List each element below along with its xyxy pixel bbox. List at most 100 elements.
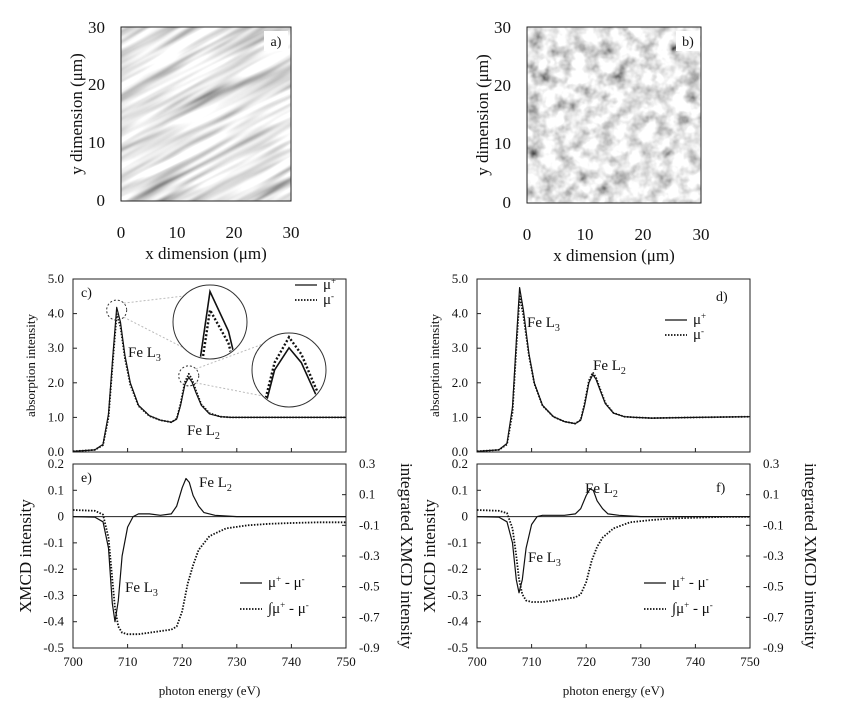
xlabel-e: photon energy (eV) <box>159 683 261 698</box>
plot-panel-c: 0.0 1.0 2.0 3.0 4.0 5.0 absorption intensity c)… <box>23 271 347 459</box>
ytick-label-c-4: 4.0 <box>48 306 64 321</box>
image-panel-a: a) 0 10 20 30 0 10 20 30 x dimension (μm… <box>67 18 300 263</box>
annotation-c-1: Fe L2 <box>187 423 220 442</box>
xtick-a-3: 30 <box>283 223 300 242</box>
ytick-label-f-7: 0.2 <box>452 456 468 471</box>
plot-frame-d <box>476 278 751 453</box>
ytick-label-e-2: -0.3 <box>43 587 64 602</box>
ytick-label-f-4: -0.1 <box>447 535 468 550</box>
image-frame-b <box>526 26 702 204</box>
ytick-a-3: 30 <box>88 18 105 37</box>
ytick-right-label-f-0: -0.9 <box>763 640 784 655</box>
ytick-label-c-2: 2.0 <box>48 375 64 390</box>
ytick-right-label-e-5: 0.1 <box>359 487 375 502</box>
xtick-label-f-4: 740 <box>686 654 706 669</box>
ytick-label-d-1: 1.0 <box>452 409 468 424</box>
ytick-label-d-0: 0.0 <box>452 444 468 459</box>
annotation-f-1: Fe L2 <box>585 481 618 500</box>
ytick-b-3: 30 <box>494 18 511 37</box>
ytick-a-0: 0 <box>97 191 106 210</box>
legend-label-e-0: μ+ - μ- <box>268 574 305 591</box>
ytick-right-label-e-2: -0.5 <box>359 579 380 594</box>
ylabel-right-e: integrated XMCD intensity <box>397 463 416 650</box>
ylabel-d: absorption intensity <box>427 314 442 417</box>
ytick-label-c-5: 5.0 <box>48 271 64 286</box>
ytick-label-d-4: 4.0 <box>452 306 468 321</box>
xtick-b-3: 30 <box>693 225 710 244</box>
ytick-b-1: 10 <box>494 134 511 153</box>
legend-label-f-1: ∫μ+ - μ- <box>671 600 713 617</box>
ytick-label-d-3: 3.0 <box>452 340 468 355</box>
xtick-label-f-1: 710 <box>522 654 542 669</box>
legend-label-c-0: μ+ <box>323 276 336 293</box>
ytick-label-e-0: -0.5 <box>43 640 64 655</box>
panel-label-c: c) <box>81 286 92 301</box>
xtick-label-f-2: 720 <box>576 654 596 669</box>
xticks-a: 0 10 20 30 <box>117 223 300 242</box>
ylabel-f: XMCD intensity <box>420 499 439 613</box>
ylabel-a: y dimension (μm) <box>67 53 86 175</box>
series-f-0 <box>476 488 750 594</box>
panel-label-d: d) <box>716 290 728 305</box>
ytick-label-c-1: 1.0 <box>48 409 64 424</box>
image-frame-a <box>120 26 292 202</box>
zoom-series-1-1 <box>253 334 325 406</box>
ytick-label-e-4: -0.1 <box>43 535 64 550</box>
zoom-guide-b-1 <box>195 382 264 397</box>
zoom-target-1 <box>178 365 200 387</box>
xticks-b: 0 10 20 30 <box>523 225 710 244</box>
xtick-label-e-3: 730 <box>227 654 247 669</box>
ytick-right-label-f-3: -0.3 <box>763 548 784 563</box>
yticks-a: 0 10 20 30 <box>88 18 105 210</box>
domain-image-b <box>527 27 701 203</box>
spectra-plots: 0.0 1.0 2.0 3.0 4.0 5.0 absorption intensity c)… <box>16 271 820 698</box>
series-e-1 <box>72 509 346 636</box>
ytick-label-d-5: 5.0 <box>452 271 468 286</box>
xtick-label-f-0: 700 <box>467 654 487 669</box>
xtick-a-0: 0 <box>117 223 126 242</box>
ytick-label-f-1: -0.4 <box>447 614 468 629</box>
xlabel-b: x dimension (μm) <box>553 246 675 265</box>
ytick-a-2: 20 <box>88 75 105 94</box>
legend-label-f-0: μ+ - μ- <box>672 574 709 591</box>
ytick-a-1: 10 <box>88 133 105 152</box>
panel-label-box-b <box>676 31 700 51</box>
ytick-right-label-f-6: 0.3 <box>763 456 779 471</box>
plot-frame-e <box>72 463 347 649</box>
image-panel-b: b) 0 10 20 30 0 10 20 30 x dimension (μm… <box>473 18 710 265</box>
zoom-guide-b-0 <box>123 316 185 349</box>
ytick-b-2: 20 <box>494 76 511 95</box>
ytick-label-e-7: 0.2 <box>48 456 64 471</box>
xtick-b-2: 20 <box>635 225 652 244</box>
ylabel-e: XMCD intensity <box>16 499 35 613</box>
annotation-d-0: Fe L3 <box>527 315 560 334</box>
ytick-b-0: 0 <box>503 193 512 212</box>
ylabel-right-f: integrated XMCD intensity <box>801 463 820 650</box>
ytick-label-f-3: -0.2 <box>447 561 468 576</box>
panel-label-e: e) <box>81 471 92 486</box>
plot-panel-e: -0.5 -0.4 -0.3 -0.2 -0.1 0 0.1 0.2 700 710 720 730 7… <box>16 456 416 698</box>
ytick-label-d-2: 2.0 <box>452 375 468 390</box>
xtick-label-e-0: 700 <box>63 654 83 669</box>
ytick-label-e-3: -0.2 <box>43 561 64 576</box>
panel-label-box-a <box>264 31 288 51</box>
xlabel-a: x dimension (μm) <box>145 244 267 263</box>
ytick-right-label-e-1: -0.7 <box>359 609 380 624</box>
plot-panel-f: -0.5 -0.4 -0.3 -0.2 -0.1 0 0.1 0.2 700 710 720 730 7… <box>420 456 820 698</box>
ytick-label-c-0: 0.0 <box>48 444 64 459</box>
xtick-label-e-1: 710 <box>118 654 138 669</box>
ytick-label-f-5: 0 <box>462 509 469 524</box>
zoom-guide-a-0 <box>123 295 185 304</box>
xtick-label-e-2: 720 <box>172 654 192 669</box>
ytick-right-label-f-1: -0.7 <box>763 609 784 624</box>
xtick-label-e-4: 740 <box>282 654 302 669</box>
ytick-label-f-0: -0.5 <box>447 640 468 655</box>
zoom-inset-1 <box>251 332 327 408</box>
series-c-1 <box>72 313 346 453</box>
panel-label-a: a) <box>271 35 282 50</box>
xtick-b-0: 0 <box>523 225 532 244</box>
zoom-series-0-0 <box>174 288 246 358</box>
xlabel-f: photon energy (eV) <box>563 683 665 698</box>
series-f-1 <box>476 509 750 603</box>
